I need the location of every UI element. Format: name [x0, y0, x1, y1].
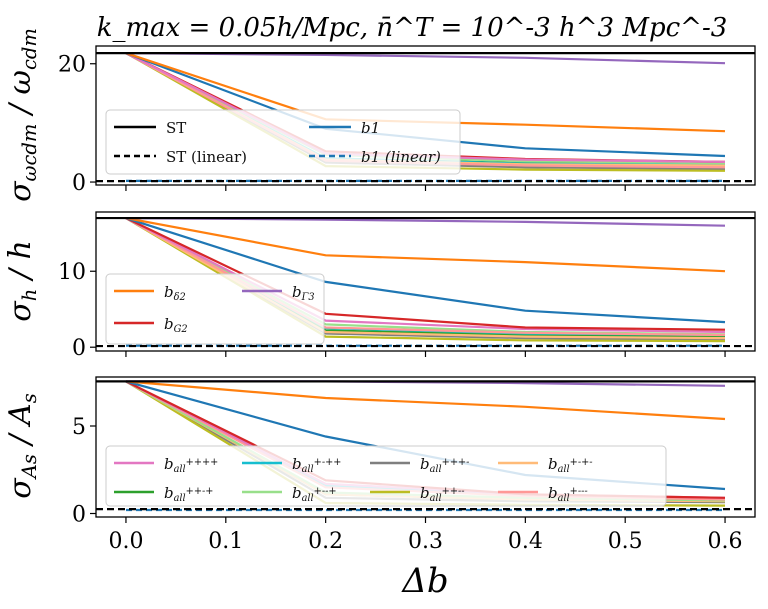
legend-label: bΓ3 [292, 283, 315, 303]
y-axis-title: σAs / As [3, 393, 41, 498]
series-line-bG2 [125, 217, 726, 331]
legend-box [105, 445, 667, 507]
legend-label: ball+-++ [292, 455, 341, 475]
series-line-bd2 [125, 380, 726, 421]
legend-label: bG2 [164, 315, 188, 335]
panel-1: 0 20 σωcdm / ωcdm ST b1 ST (linear) b1 (linear… [3, 28, 756, 202]
legend-panel-2: bδ2 bΓ3 bG2 [105, 273, 325, 345]
legend-label: ball+-+- [548, 455, 593, 475]
y-tick-label: 0 [72, 503, 86, 528]
x-axis-title: Δb [400, 561, 448, 601]
series-line-b1 [125, 217, 726, 324]
legend-label: b1 [361, 119, 380, 137]
legend-label: ball+++- [420, 455, 469, 475]
legend-label: bδ2 [164, 283, 186, 303]
x-tick-label: 0.1 [208, 529, 243, 554]
x-tick-label: 0.6 [708, 529, 743, 554]
x-tick-label: 0.3 [408, 529, 443, 554]
series-line-bG3 [125, 52, 726, 65]
y-tick-label: 5 [72, 415, 86, 440]
x-tick-label: 0.5 [608, 529, 643, 554]
x-tick-label: 0.4 [508, 529, 543, 554]
legend-label: ST (linear) [166, 148, 247, 166]
y-axis-title: σωcdm / ωcdm [3, 28, 41, 202]
y-tick-label: 0 [72, 336, 86, 361]
panel-2: 0 10 σh / h bδ2 bΓ3 bG2 [3, 211, 756, 361]
legend-label: ball++-+ [164, 484, 213, 504]
y-tick-label: 0 [72, 171, 86, 196]
legend-label: ball++-- [420, 484, 465, 504]
legend-label: ball+--- [548, 484, 588, 504]
series-line-pmmm [125, 217, 726, 337]
series-line-bG3 [125, 217, 726, 227]
y-axis-title: σh / h [3, 240, 41, 322]
chart-title: k_max = 0.05h/Mpc, n̄^T = 10^-3 h^3 Mpc^… [97, 13, 728, 43]
y-tick-label: 10 [58, 260, 86, 285]
series-line-pppp [125, 217, 726, 334]
series-line-bd2 [125, 217, 726, 273]
legend-panel-3: ball++++ ball++-+ ball+-++ ball+--+ ball+++-… [105, 445, 667, 507]
x-tick-label: 0.2 [308, 529, 343, 554]
panel-2-lines [96, 216, 755, 348]
panels-group: 0 20 σωcdm / ωcdm ST b1 ST (linear) b1 (linear… [3, 28, 756, 554]
legend-label: ST [166, 119, 186, 137]
x-tick-label: 0.0 [108, 529, 143, 554]
legend-label: ball++++ [164, 455, 218, 475]
y-tick-label: 20 [58, 53, 86, 78]
legend-panel-1: ST b1 ST (linear) b1 (linear) [105, 109, 461, 175]
legend-box [105, 109, 461, 175]
legend-label: b1 (linear) [361, 148, 441, 166]
legend-label: ball+--+ [292, 484, 337, 504]
